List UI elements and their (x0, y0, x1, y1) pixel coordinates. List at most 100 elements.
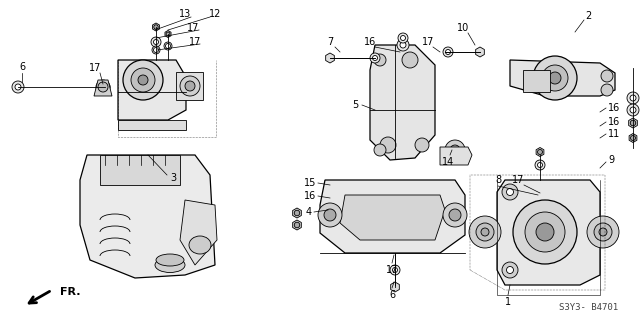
Circle shape (630, 107, 636, 113)
Polygon shape (13, 82, 22, 92)
Circle shape (164, 42, 172, 50)
Text: 16: 16 (364, 37, 376, 47)
Circle shape (154, 40, 159, 44)
Text: 16: 16 (608, 103, 620, 113)
Text: 3: 3 (170, 173, 176, 183)
Circle shape (542, 65, 568, 91)
Circle shape (185, 81, 195, 91)
Text: 17: 17 (422, 37, 434, 47)
Circle shape (100, 82, 110, 92)
Text: 15: 15 (303, 178, 316, 188)
Circle shape (397, 39, 409, 51)
Circle shape (151, 37, 161, 47)
Circle shape (324, 209, 336, 221)
Polygon shape (152, 23, 159, 31)
Circle shape (587, 216, 619, 248)
Circle shape (99, 84, 106, 91)
Circle shape (601, 84, 613, 96)
Text: 5: 5 (352, 100, 358, 110)
Polygon shape (94, 80, 112, 96)
Text: 11: 11 (608, 129, 620, 139)
Text: 10: 10 (457, 23, 469, 33)
Polygon shape (390, 282, 399, 292)
Circle shape (630, 95, 636, 101)
Text: 13: 13 (179, 9, 191, 19)
Text: 12: 12 (209, 9, 221, 19)
Text: 17: 17 (512, 175, 524, 185)
Polygon shape (536, 147, 544, 157)
Text: 8: 8 (495, 175, 501, 185)
Ellipse shape (156, 254, 184, 266)
Circle shape (506, 189, 513, 196)
Circle shape (630, 136, 636, 140)
Circle shape (601, 70, 613, 82)
Polygon shape (497, 180, 600, 285)
Circle shape (98, 82, 108, 92)
Polygon shape (292, 208, 301, 218)
Circle shape (154, 48, 159, 53)
Circle shape (535, 160, 545, 170)
Bar (118, 120, 186, 130)
Circle shape (538, 150, 543, 154)
Circle shape (469, 216, 501, 248)
Circle shape (549, 72, 561, 84)
Circle shape (318, 203, 342, 227)
Polygon shape (629, 133, 637, 143)
Text: 17: 17 (187, 23, 199, 33)
Text: 17: 17 (89, 63, 101, 73)
Polygon shape (370, 45, 435, 160)
Circle shape (630, 120, 636, 126)
Circle shape (123, 60, 163, 100)
Circle shape (502, 184, 518, 200)
Circle shape (15, 84, 21, 90)
Circle shape (415, 138, 429, 152)
Text: 7: 7 (327, 37, 333, 47)
Polygon shape (118, 60, 186, 120)
Circle shape (374, 144, 386, 156)
Text: 17: 17 (189, 37, 201, 47)
Circle shape (294, 222, 300, 228)
Circle shape (538, 162, 543, 167)
Polygon shape (628, 118, 637, 128)
Polygon shape (440, 147, 472, 165)
Circle shape (374, 54, 386, 66)
Text: 6: 6 (389, 290, 395, 300)
Circle shape (599, 228, 607, 236)
Circle shape (400, 42, 406, 48)
Circle shape (449, 209, 461, 221)
Circle shape (450, 145, 460, 155)
Text: 16: 16 (608, 117, 620, 127)
Circle shape (138, 75, 148, 85)
Circle shape (131, 68, 155, 92)
Polygon shape (523, 70, 550, 92)
Circle shape (370, 53, 380, 63)
Circle shape (627, 104, 639, 116)
Polygon shape (326, 53, 334, 63)
Text: 2: 2 (585, 11, 591, 21)
Bar (100, 155, 180, 185)
Text: 4: 4 (306, 207, 312, 217)
Circle shape (506, 266, 513, 273)
Circle shape (390, 265, 400, 275)
Circle shape (12, 81, 24, 93)
Text: 9: 9 (608, 155, 614, 165)
Polygon shape (476, 47, 484, 57)
Circle shape (502, 262, 518, 278)
Polygon shape (320, 180, 465, 253)
Circle shape (627, 92, 639, 104)
Circle shape (402, 52, 418, 68)
Circle shape (513, 200, 577, 264)
Circle shape (154, 25, 158, 29)
Circle shape (533, 56, 577, 100)
Polygon shape (510, 60, 615, 96)
Circle shape (96, 80, 110, 94)
Circle shape (443, 47, 453, 57)
Circle shape (166, 43, 170, 48)
Polygon shape (180, 200, 217, 265)
Circle shape (166, 32, 170, 36)
Text: S3Y3- B4701: S3Y3- B4701 (559, 303, 618, 313)
Circle shape (525, 212, 565, 252)
Ellipse shape (155, 257, 185, 272)
Polygon shape (80, 155, 215, 278)
Circle shape (392, 268, 397, 272)
